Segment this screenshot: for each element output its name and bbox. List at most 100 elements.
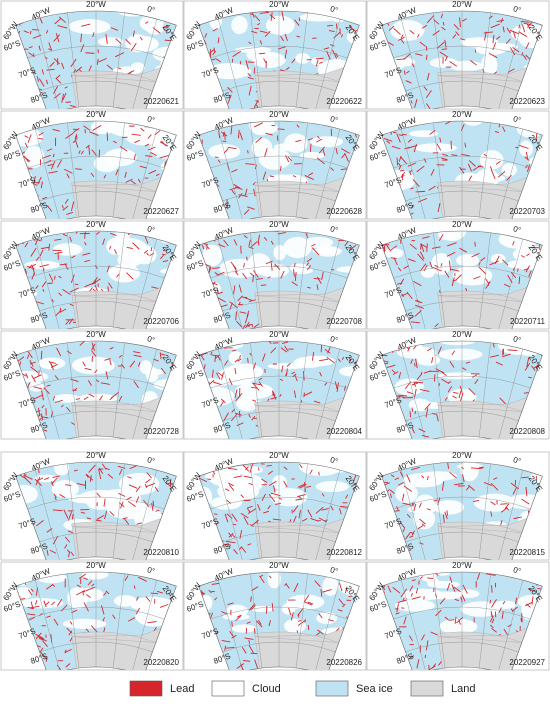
lead [223,148,229,154]
map-panel: 60°W40°W20°W 0°20°E60°S70°S80°S 20220628 [183,110,367,220]
lead [339,582,343,592]
graticule [39,641,153,653]
lead [428,664,430,670]
lead [55,77,62,84]
lead [296,124,300,128]
lead [133,380,140,389]
lead [149,252,155,257]
lead [248,644,254,653]
lead [261,493,266,501]
lead [293,515,297,523]
lead [72,387,78,392]
lead [155,510,160,512]
lead [399,471,404,478]
lead [412,179,420,187]
cloud [284,618,306,634]
lead [54,497,57,501]
lead [490,23,500,29]
lead [160,254,164,260]
lead [145,155,153,157]
lead [419,41,426,47]
lead [487,282,490,287]
longitude-label: 0° [329,114,339,125]
lead [464,142,467,148]
lead [84,283,93,288]
legend-swatch [410,680,444,697]
lead [403,265,410,269]
lead [396,603,399,613]
cloud [149,140,177,159]
cloud [207,63,252,80]
lead [46,549,49,556]
lead [270,396,277,400]
lead [221,640,231,643]
fan-outline [381,10,543,109]
lead [420,263,427,272]
lead [57,25,68,29]
cloud [28,381,44,392]
lead [410,592,413,597]
lead [156,590,163,594]
lead [461,367,467,371]
lead [82,591,84,596]
lead [92,278,101,285]
map-panel: 60°W40°W20°W 0°20°E60°S70°S80°S 20220623 [366,0,550,110]
lead [341,148,351,154]
lead [265,132,273,136]
lead [259,52,266,55]
lead [81,23,91,27]
lead [396,506,399,512]
cloud [265,15,295,36]
lead [243,475,253,479]
lead [349,245,357,251]
lead [411,579,416,582]
panel-date: 20220826 [326,658,362,667]
lead [416,659,420,669]
lead [53,275,56,280]
lead [525,602,533,607]
lead [340,505,348,508]
lead [280,347,288,353]
lead [25,373,29,379]
lead [297,608,304,616]
lead [327,347,331,354]
cloud [312,247,343,255]
panel-date: 20220622 [326,97,362,106]
lead [145,483,156,488]
fan-outline [381,230,543,329]
lead [309,143,312,153]
lead [59,263,68,266]
lead [439,597,446,605]
lead [310,518,319,522]
lead [41,404,45,409]
lead [229,186,239,191]
lead [489,624,494,629]
lead [254,659,259,669]
lead [54,375,59,380]
lead [135,496,140,503]
lead [22,373,27,377]
graticule [295,463,308,559]
lead [208,589,212,594]
lead [159,352,162,360]
lead [406,474,411,483]
lead [129,360,136,368]
lead [38,78,45,87]
graticule [400,128,426,219]
lead [318,61,323,64]
lead [42,196,48,200]
lead [344,586,348,594]
lead [234,368,237,375]
lead [321,271,324,281]
lead [55,33,60,43]
lead [139,36,143,41]
lead [153,358,159,362]
lead [257,234,261,243]
lead [30,588,34,592]
lead [518,24,521,29]
lead [85,586,95,592]
lead [491,599,497,608]
graticule [315,348,341,439]
graticule [210,265,348,279]
lead [109,510,115,517]
